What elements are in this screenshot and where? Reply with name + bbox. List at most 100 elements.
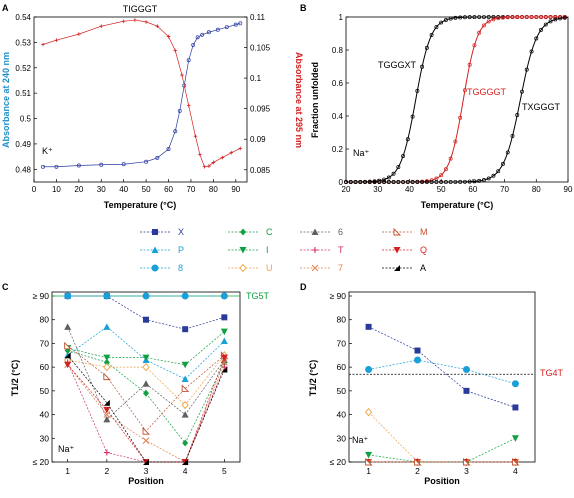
legend-label: M (420, 227, 428, 237)
c-ytick-label: 30 (40, 433, 50, 443)
b-point-2 (344, 180, 348, 184)
d-point (463, 457, 471, 466)
b-point-1 (529, 15, 534, 19)
panel-b-annotation: Na⁺ (353, 148, 370, 158)
b-point-2 (367, 180, 372, 184)
c-point (103, 354, 111, 362)
d-ytick-label: 80 (337, 315, 347, 325)
a-point-right (133, 18, 137, 22)
b-point-1 (510, 15, 515, 20)
b-ytick-label: 0.8 (332, 46, 344, 55)
a-xtick-label: 30 (97, 185, 106, 194)
c-series-line (67, 295, 225, 330)
c-point (64, 292, 72, 300)
d-ytick-label: 30 (337, 433, 347, 443)
a-ytick-right-label: 0.095 (250, 105, 271, 114)
b-point-2 (382, 180, 387, 184)
a-ytick-left-label: 0.48 (15, 165, 31, 174)
b-point-2 (434, 180, 439, 184)
c-point (103, 358, 110, 366)
b-point-1 (448, 156, 453, 161)
a-point-left (191, 42, 196, 47)
panel-a-frame (33, 16, 248, 183)
b-point-2 (443, 180, 448, 184)
b-point-1 (524, 15, 529, 19)
legend-label: Q (420, 245, 427, 255)
b-ytick-label: 1 (339, 13, 344, 22)
c-ytick-label: ≤ 20 (33, 457, 50, 467)
c-point (103, 372, 111, 381)
b-point-2 (539, 27, 543, 32)
legend: XP 8 CIU 6 T 7 MQA (140, 227, 428, 273)
d-xtick-label: 1 (366, 466, 371, 476)
panel-d-xlabel: Position (424, 476, 460, 486)
b-point-0 (391, 171, 396, 176)
panel-label-c: C (2, 282, 9, 292)
b-point-2 (396, 180, 401, 184)
a-point-right (202, 164, 207, 169)
b-point-2 (491, 173, 496, 178)
c-point (181, 400, 189, 410)
c-xtick-label: 2 (104, 466, 109, 476)
panel-b: Fraction unfolded Temperature (°C) Na⁺ T… (310, 16, 569, 210)
b-point-1 (553, 15, 558, 19)
b-point-2 (524, 67, 529, 72)
c-point (181, 384, 190, 392)
c-point (143, 316, 149, 323)
b-point-2 (510, 134, 515, 138)
panel-b-xlabel: Temperature (°C) (421, 200, 493, 210)
b-point-2 (501, 161, 505, 166)
c-point (182, 459, 189, 465)
d-xtick-label: 2 (415, 466, 420, 476)
panel-a-ylabel-right: Absorbance at 295 nm (294, 52, 304, 148)
d-point (365, 366, 373, 374)
a-point-left (155, 155, 160, 160)
b-point-1 (491, 17, 496, 22)
a-point-left (206, 30, 211, 35)
c-point (142, 354, 150, 362)
c-xtick-label: 4 (183, 466, 188, 476)
b-xtick-label: 30 (373, 185, 382, 194)
b-point-0 (458, 15, 463, 20)
d-point (463, 387, 470, 394)
a-point-right (229, 150, 234, 155)
c-ytick-label: 50 (40, 386, 50, 396)
legend-marker (239, 247, 247, 254)
d-ytick-label: 60 (337, 362, 347, 372)
panel-d-frame (348, 291, 536, 463)
b-xtick-label: 70 (500, 185, 509, 194)
c-series-line (67, 362, 225, 463)
c-point (181, 292, 189, 300)
a-xtick-label: 70 (186, 185, 195, 194)
b-point-1 (539, 15, 543, 19)
b-point-1 (458, 115, 463, 120)
a-point-right (77, 32, 81, 36)
b-point-2 (558, 16, 563, 21)
d-point (365, 323, 372, 330)
panel-d: T1/2 (°C) Position Na⁺ TG4T (308, 291, 564, 486)
b-point-2 (363, 180, 367, 184)
b-point-1 (472, 43, 477, 48)
panel-b-ylabel: Fraction unfolded (310, 62, 320, 138)
c-series-line (67, 357, 225, 463)
legend-label: I (266, 245, 269, 255)
c-point (103, 406, 111, 414)
b-point-0 (401, 154, 406, 159)
panel-c-ylabel: T1/2 (°C) (10, 360, 20, 397)
b-point-2 (458, 179, 463, 184)
a-point-left (177, 108, 182, 113)
a-xtick-label: 40 (119, 185, 128, 194)
c-point (220, 354, 228, 362)
a-point-left (195, 35, 200, 40)
a-series-line-right (42, 19, 241, 168)
legend-marker (311, 264, 319, 272)
c-ytick-label: 80 (40, 315, 50, 325)
d-xtick-label: 4 (513, 466, 518, 476)
b-point-2 (372, 180, 377, 184)
b-point-0 (386, 175, 391, 180)
b-point-0 (472, 15, 477, 20)
d-xtick-label: 3 (464, 466, 469, 476)
b-point-0 (453, 15, 458, 20)
panel-a: TIGGGT Absorbance at 240 nm Absorbance a… (1, 4, 304, 210)
d-point (364, 408, 373, 417)
